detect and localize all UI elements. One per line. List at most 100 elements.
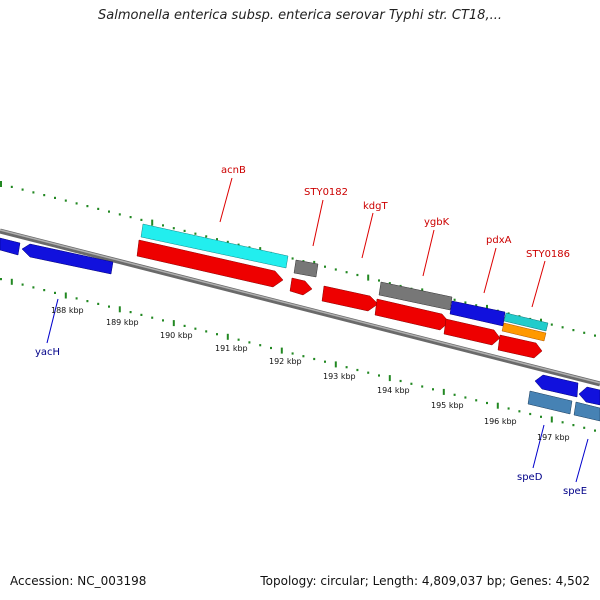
inner-minor-tick (572, 424, 575, 427)
leader-STY0186 (531, 260, 546, 308)
outer-minor-tick (550, 323, 553, 326)
outer-minor-tick (86, 205, 89, 208)
inner-minor-tick (32, 286, 35, 289)
gene-STY0186[interactable] (497, 334, 543, 359)
outer-minor-tick (475, 304, 478, 307)
outer-minor-tick (10, 185, 13, 188)
inner-major-tick (388, 375, 391, 382)
outer-minor-tick (291, 257, 294, 260)
inner-minor-tick (259, 344, 262, 347)
label-pdxA[interactable]: pdxA (486, 235, 512, 246)
inner-minor-tick (216, 333, 218, 336)
inner-minor-tick (129, 311, 132, 314)
gene-yacH[interactable] (21, 243, 114, 275)
gene-speE[interactable] (573, 401, 600, 422)
outer-minor-tick (32, 191, 35, 194)
inner-minor-tick (561, 421, 564, 424)
gene-kdgT[interactable] (321, 285, 379, 312)
inner-minor-tick (421, 385, 424, 388)
inner-minor-tick (75, 297, 78, 300)
label-kdgT[interactable]: kdgT (363, 201, 388, 212)
inner-minor-tick (86, 300, 89, 303)
leader-acnB (219, 177, 233, 223)
kbp-label-193: 193 kbp (323, 372, 356, 381)
label-STY0182[interactable]: STY0182 (304, 187, 348, 198)
inner-major-tick (10, 278, 13, 285)
inner-major-tick (64, 292, 67, 299)
leader-yacH (46, 298, 59, 344)
kbp-label-192: 192 kbp (269, 357, 302, 366)
outer-minor-tick (129, 216, 132, 219)
inner-minor-tick (367, 371, 370, 374)
inner-minor-tick (194, 327, 197, 330)
outer-minor-tick (464, 301, 467, 304)
gene-STY0182-gray[interactable] (293, 259, 319, 278)
inner-minor-tick (324, 360, 326, 363)
gene-acnB-cyan[interactable] (140, 223, 289, 269)
inner-minor-tick (529, 412, 532, 416)
kbp-label-188: 188 kbp (51, 306, 84, 315)
inner-major-tick (496, 402, 499, 409)
inner-major-tick (226, 333, 229, 340)
outer-minor-tick (97, 207, 100, 210)
label-STY0186[interactable]: STY0186 (526, 249, 570, 260)
gene-ygbK-gray[interactable] (378, 281, 453, 311)
outer-minor-tick (118, 213, 121, 216)
inner-minor-tick (302, 355, 305, 358)
genome-backbone-highlight (0, 229, 600, 384)
label-yacH[interactable]: yacH (35, 347, 60, 358)
inner-major-tick (280, 347, 283, 354)
outer-minor-tick (162, 224, 164, 227)
inner-minor-tick (140, 313, 143, 316)
inner-minor-tick (21, 283, 24, 286)
accession-text: Accession: NC_003198 (10, 574, 147, 588)
leader-speD (532, 424, 545, 469)
gene-speE-blue[interactable] (578, 386, 600, 406)
inner-minor-tick (54, 291, 56, 294)
inner-minor-tick (291, 352, 294, 355)
inner-minor-tick (486, 401, 488, 405)
inner-minor-tick (43, 289, 46, 292)
inner-minor-tick (378, 374, 380, 377)
inner-major-tick (172, 320, 175, 327)
outer-major-tick (0, 181, 2, 187)
gene-ygbK[interactable] (374, 298, 450, 331)
outer-major-tick (367, 274, 370, 281)
kbp-label-189: 189 kbp (106, 318, 139, 327)
gene-speD[interactable] (527, 390, 573, 415)
leader-pdxA (483, 247, 497, 294)
outer-major-tick (151, 219, 154, 226)
label-speE[interactable]: speE (563, 486, 587, 497)
outer-minor-tick (378, 279, 380, 282)
outer-minor-tick (324, 265, 326, 268)
outer-minor-tick (140, 218, 143, 221)
inner-minor-tick (97, 302, 100, 305)
inner-minor-tick (313, 357, 316, 361)
kbp-label-190: 190 kbp (160, 331, 193, 340)
kbp-label-197: 197 kbp (537, 433, 570, 442)
gene-left-blue-1[interactable] (0, 237, 21, 256)
leader-ygbK (422, 229, 435, 277)
kbp-label-191: 191 kbp (215, 344, 248, 353)
outer-minor-tick (205, 235, 208, 238)
gene-STY0186-orange[interactable] (501, 322, 547, 342)
inner-minor-tick (248, 341, 251, 344)
leader-speE (575, 438, 589, 483)
outer-minor-tick (75, 202, 78, 205)
gene-pdxA[interactable] (443, 318, 501, 346)
outer-minor-tick (194, 232, 197, 235)
label-speD[interactable]: speD (517, 472, 543, 483)
leader-kdgT (361, 212, 374, 259)
outer-minor-tick (356, 273, 359, 277)
gene-STY0182[interactable] (289, 277, 313, 296)
label-ygbK[interactable]: ygbK (424, 217, 450, 228)
inner-tick-track (0, 278, 596, 432)
outer-minor-tick (21, 188, 24, 191)
outer-minor-tick (594, 334, 596, 337)
gene-STY0186-cyan[interactable] (503, 312, 549, 332)
gene-acnB[interactable] (136, 239, 284, 288)
gene-speD-blue[interactable] (534, 374, 579, 398)
inner-minor-tick (399, 379, 402, 383)
label-acnB[interactable]: acnB (221, 165, 246, 176)
